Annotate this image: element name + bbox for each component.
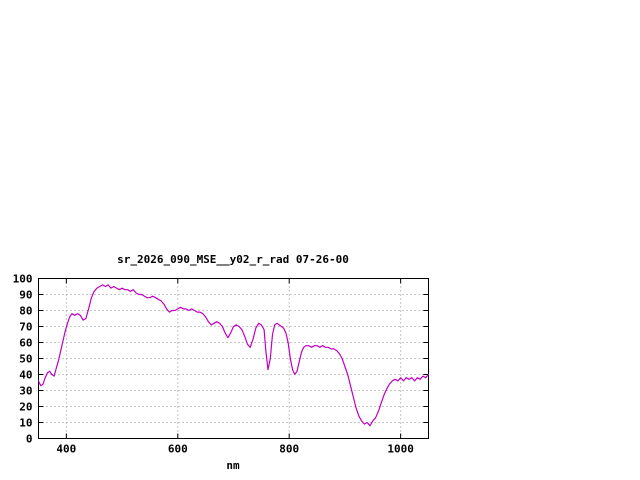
x-tick-label: 600 (168, 443, 188, 456)
plot-frame (38, 278, 429, 439)
y-tick-label: 10 (19, 417, 32, 430)
axes-border (38, 278, 429, 439)
y-tick-label: 30 (19, 385, 32, 398)
y-tick-label: 60 (19, 337, 32, 350)
x-tick-label: 800 (279, 443, 299, 456)
chart-title: sr_2026_090_MSE__y02_r_rad 07-26-00 (117, 253, 349, 266)
x-axis-title: nm (226, 459, 240, 472)
y-tick-label: 70 (19, 321, 32, 334)
x-axis-labels: 400 600 800 1000 (56, 443, 413, 456)
y-axis-labels: 0 10 20 30 40 50 60 70 80 90 100 (13, 273, 33, 446)
y-tick-label: 20 (19, 401, 32, 414)
gridlines (38, 278, 429, 439)
x-tick-label: 1000 (387, 443, 414, 456)
y-tick-label: 100 (13, 273, 33, 286)
tick-marks (38, 278, 429, 439)
y-tick-label: 80 (19, 305, 32, 318)
spectral-curve (37, 284, 430, 427)
y-tick-label: 40 (19, 369, 32, 382)
y-tick-label: 90 (19, 289, 32, 302)
x-tick-label: 400 (56, 443, 76, 456)
y-tick-label: 0 (26, 433, 33, 446)
y-tick-label: 50 (19, 353, 32, 366)
